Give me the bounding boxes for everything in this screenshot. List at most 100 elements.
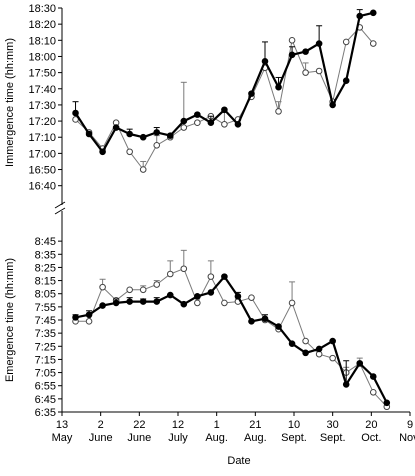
data-point-filled xyxy=(234,293,242,300)
y-tick-label: 18:10 xyxy=(28,35,56,47)
x-tick-label-day: 30 xyxy=(327,419,339,431)
data-point-open xyxy=(329,354,336,362)
data-point-open xyxy=(302,337,309,345)
data-point-filled xyxy=(383,399,391,407)
data-point-filled xyxy=(153,129,161,136)
data-point-filled xyxy=(99,148,106,156)
x-tick-label-day: 1 xyxy=(214,419,220,431)
y-tick-label: 6:35 xyxy=(35,407,56,419)
data-point-open xyxy=(139,166,147,173)
data-point-filled xyxy=(139,298,147,305)
x-tick-label-day: 12 xyxy=(172,419,184,431)
data-point-open xyxy=(126,286,133,294)
data-point-open xyxy=(221,299,228,307)
x-tick-label-month: May xyxy=(52,432,73,444)
data-point-filled xyxy=(85,130,93,138)
data-point-filled xyxy=(356,12,364,20)
data-point-filled xyxy=(329,101,336,109)
data-point-filled xyxy=(261,315,269,322)
axis-break-mark xyxy=(54,207,66,215)
y-tick-label: 7:25 xyxy=(35,341,56,353)
data-point-filled xyxy=(329,337,336,345)
x-tick-label-day: 13 xyxy=(56,419,68,431)
data-point-filled xyxy=(288,340,296,347)
x-tick-label-month: Aug. xyxy=(244,432,267,444)
data-point-filled xyxy=(248,90,255,97)
data-point-filled xyxy=(275,83,282,91)
data-point-filled xyxy=(207,119,215,126)
data-point-filled xyxy=(153,298,161,305)
x-tick-label-month: Sept. xyxy=(281,432,307,444)
y-tick-label: 17:10 xyxy=(28,132,56,144)
data-point-open xyxy=(288,299,296,307)
data-point-open xyxy=(248,294,255,301)
x-tick-label-month: June xyxy=(127,432,151,444)
data-point-open xyxy=(72,116,79,123)
x-tick-label-month: Sept. xyxy=(320,432,346,444)
data-point-filled xyxy=(369,9,377,17)
data-point-filled xyxy=(166,132,174,139)
data-point-filled xyxy=(112,299,120,307)
x-tick-label-month: Aug. xyxy=(205,432,228,444)
y-tick-label: 18:00 xyxy=(28,51,56,63)
data-point-open xyxy=(153,142,161,149)
data-point-open xyxy=(166,270,174,278)
data-point-filled xyxy=(315,40,323,47)
data-point-open xyxy=(153,281,161,288)
data-point-filled xyxy=(234,121,242,128)
data-point-filled xyxy=(221,106,228,114)
data-point-filled xyxy=(369,373,377,380)
data-point-filled xyxy=(248,318,255,325)
data-point-open xyxy=(99,283,106,291)
data-point-filled xyxy=(288,51,296,59)
y-tick-label: 16:40 xyxy=(28,181,56,193)
y-tick-label: 17:40 xyxy=(28,84,56,96)
data-point-filled xyxy=(139,133,147,141)
y-tick-label: 8:35 xyxy=(35,249,56,261)
y-tick-label: 18:30 xyxy=(28,3,56,15)
x-tick-label-day: 21 xyxy=(249,419,261,431)
data-point-open xyxy=(302,69,309,76)
y-tick-label: 7:05 xyxy=(35,368,56,380)
data-point-open xyxy=(221,121,228,128)
data-point-filled xyxy=(194,111,201,118)
series-line-open xyxy=(75,268,388,408)
data-point-filled xyxy=(261,58,269,65)
data-point-filled xyxy=(302,349,309,357)
x-tick-label-day: 9 xyxy=(407,419,413,431)
data-point-filled xyxy=(356,360,364,367)
x-tick-label-month: July xyxy=(168,432,188,444)
data-point-open xyxy=(180,265,188,273)
data-point-open xyxy=(369,388,377,396)
y-tick-label: 8:15 xyxy=(35,276,56,288)
y-tick-label: 7:15 xyxy=(35,354,56,366)
data-point-open xyxy=(315,67,323,75)
y-tick-label: 8:45 xyxy=(35,236,56,248)
data-point-open xyxy=(139,286,147,294)
data-point-filled xyxy=(275,323,282,330)
y-tick-label: 6:45 xyxy=(35,394,56,406)
data-point-filled xyxy=(85,311,93,319)
data-point-filled xyxy=(194,293,201,300)
axis-break-mark xyxy=(54,201,66,209)
y-tick-label: 8:25 xyxy=(35,262,56,274)
data-point-open xyxy=(288,37,296,44)
y-tick-label: 6:55 xyxy=(35,381,56,393)
data-point-filled xyxy=(166,291,174,299)
data-point-filled xyxy=(342,77,350,84)
data-point-open xyxy=(275,108,282,115)
x-tick-label-day: 2 xyxy=(98,419,104,431)
data-point-open xyxy=(180,124,188,131)
y-tick-label: 16:50 xyxy=(28,165,56,177)
data-point-open xyxy=(194,299,201,307)
data-point-filled xyxy=(126,130,133,138)
data-point-filled xyxy=(180,300,188,308)
data-point-filled xyxy=(207,289,215,296)
y-tick-label: 7:55 xyxy=(35,302,56,314)
data-point-open xyxy=(85,318,93,325)
data-point-filled xyxy=(342,381,350,388)
data-point-open xyxy=(194,119,201,126)
data-point-filled xyxy=(180,117,188,125)
x-tick-label-month: Oct. xyxy=(361,432,381,444)
